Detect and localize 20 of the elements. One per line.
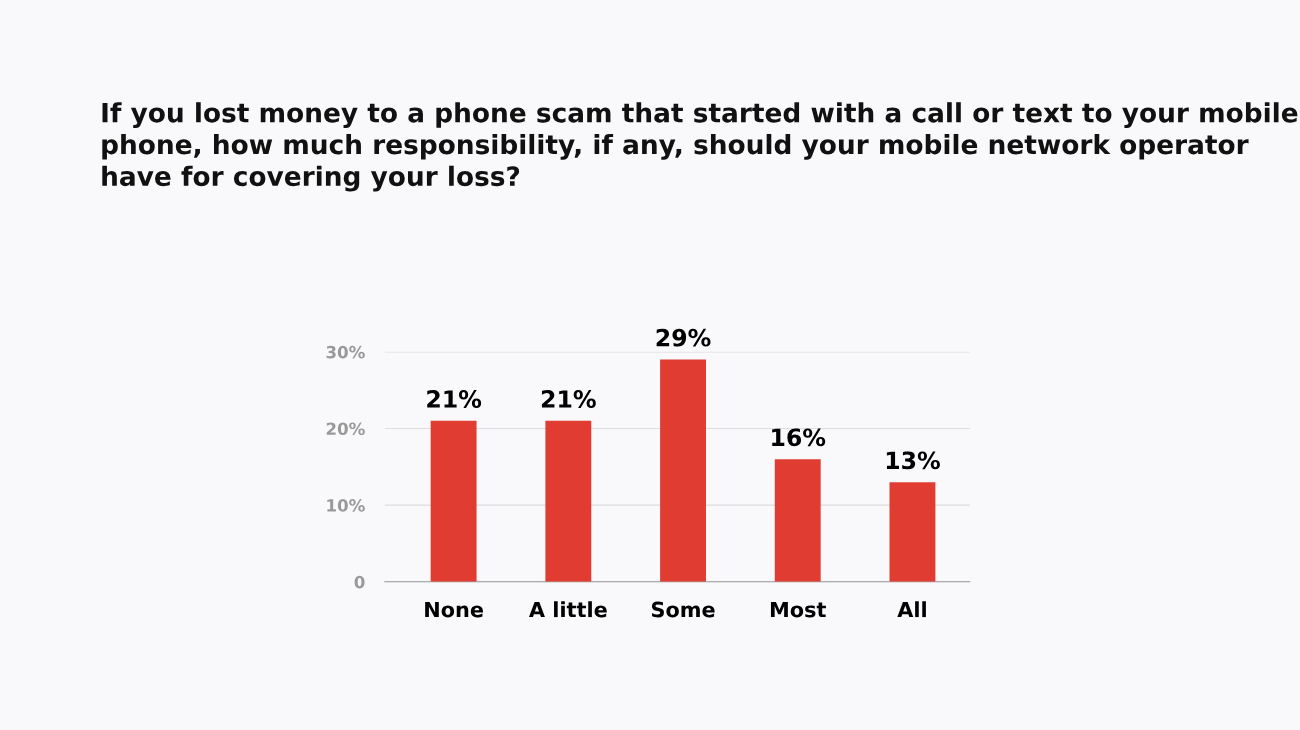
bar <box>660 359 706 582</box>
data-label: 21% <box>427 390 482 408</box>
x-tick-label: None <box>425 601 483 618</box>
data-label: 16% <box>772 428 826 447</box>
x-tick-label: Most <box>770 601 826 618</box>
y-tick-label: 20% <box>326 422 365 436</box>
bar <box>545 420 592 582</box>
data-label: 21% <box>541 390 596 408</box>
bar <box>430 420 477 582</box>
data-label: 29% <box>656 328 711 347</box>
x-tick-label: Some <box>651 601 715 618</box>
y-tick-label: 30% <box>326 345 365 359</box>
y-tick-label: 10% <box>327 499 365 512</box>
y-tick-label: 0 <box>354 575 365 589</box>
bar <box>774 459 821 582</box>
data-label: 13% <box>886 451 940 470</box>
x-tick-label: A little <box>529 601 607 618</box>
x-tick-label: All <box>897 601 926 618</box>
chart-title: If you lost money to a phone scam that started with a call or text to your mobile phone, how much responsibility, if any, should your mobile network operator have for covering your loss? <box>102 102 1298 192</box>
bar <box>889 482 936 582</box>
